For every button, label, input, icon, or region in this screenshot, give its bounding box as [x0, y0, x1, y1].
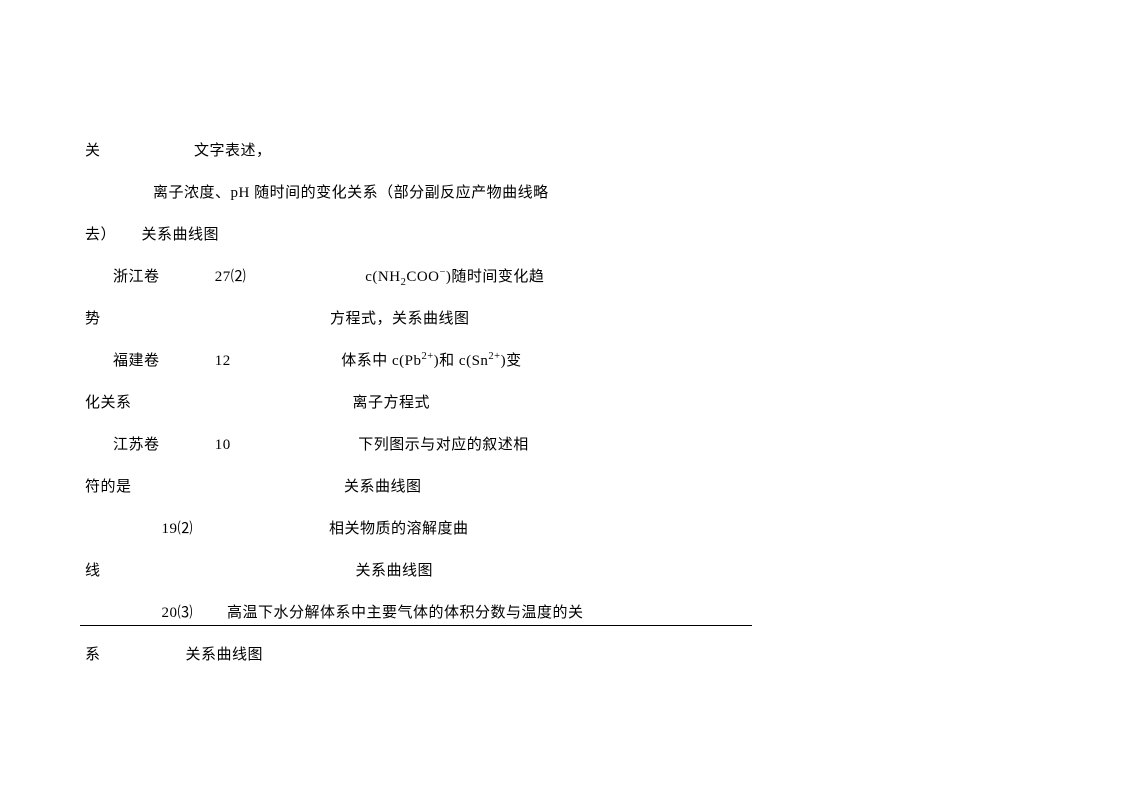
text-line: 关 文字表述，	[85, 130, 750, 172]
text-line: 符的是 关系曲线图	[85, 466, 750, 508]
text-line: 去） 关系曲线图	[85, 214, 750, 256]
text-line: 浙江卷 27⑵ c(NH2COO−)随时间变化趋	[113, 256, 750, 298]
text-line: 福建卷 12 体系中 c(Pb2+)和 c(Sn2+)变	[113, 340, 750, 382]
text-line: 20⑶ 高温下水分解体系中主要气体的体积分数与温度的关	[85, 592, 750, 634]
text-line: 系 关系曲线图	[85, 634, 750, 676]
text-line: 化关系 离子方程式	[85, 382, 750, 424]
text-line: 离子浓度、pH 随时间的变化关系（部分副反应产物曲线略	[85, 172, 750, 214]
text-line: 势 方程式，关系曲线图	[85, 298, 750, 340]
divider-line	[80, 625, 752, 626]
text-line: 江苏卷 10 下列图示与对应的叙述相	[113, 424, 750, 466]
text-line: 19⑵ 相关物质的溶解度曲	[85, 508, 750, 550]
document-content: 关 文字表述， 离子浓度、pH 随时间的变化关系（部分副反应产物曲线略 去） 关…	[85, 130, 750, 676]
text-line: 线 关系曲线图	[85, 550, 750, 592]
